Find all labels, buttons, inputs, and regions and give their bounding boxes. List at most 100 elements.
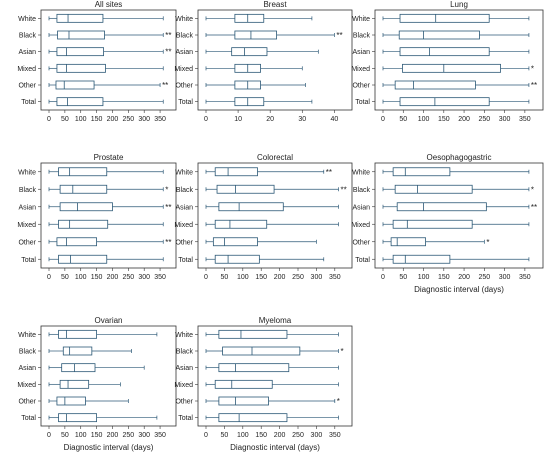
category-label: Asian — [175, 204, 193, 211]
x-tick-label: 0 — [204, 432, 208, 439]
x-tick-label: 300 — [138, 116, 150, 123]
category-label: Other — [175, 399, 193, 406]
category-label: White — [175, 332, 193, 339]
category-label: Other — [175, 83, 193, 90]
category-label: White — [352, 169, 370, 176]
category-label: White — [18, 16, 36, 23]
x-tick-label: 0 — [47, 116, 51, 123]
x-tick-label: 0 — [47, 274, 51, 281]
significance-marker: * — [165, 185, 168, 194]
box-mixed — [205, 379, 339, 389]
x-tick-label: 0 — [204, 116, 208, 123]
box-mixed — [48, 379, 121, 389]
category-label: White — [352, 16, 370, 23]
iqr-box — [59, 379, 90, 389]
box-black — [48, 346, 132, 356]
x-tick-label: 0 — [47, 432, 51, 439]
iqr-box — [394, 184, 473, 194]
iqr-box — [399, 47, 490, 57]
category-label: Asian — [18, 49, 36, 56]
x-tick-label: 300 — [499, 274, 511, 281]
x-tick-label: 50 — [61, 432, 69, 439]
significance-marker: * — [486, 238, 489, 247]
iqr-box — [234, 13, 265, 23]
iqr-box — [61, 363, 96, 373]
category-label: Total — [21, 257, 36, 264]
category-label: Mixed — [17, 66, 36, 73]
iqr-box — [234, 30, 278, 40]
box-asian — [205, 47, 319, 57]
iqr-box — [392, 254, 451, 264]
iqr-box — [392, 167, 451, 177]
box-total — [382, 97, 530, 107]
iqr-box — [390, 237, 426, 247]
box-asian: ** — [382, 202, 537, 212]
box-other: ** — [48, 80, 168, 90]
category-label: White — [18, 332, 36, 339]
x-tick-label: 150 — [438, 116, 450, 123]
iqr-box — [58, 167, 108, 177]
box-white — [382, 167, 530, 177]
iqr-box — [56, 63, 106, 73]
x-tick-label: 300 — [138, 432, 150, 439]
x-tick-label: 350 — [519, 116, 531, 123]
x-tick-label: 0 — [204, 274, 208, 281]
x-tick-label: 350 — [154, 274, 166, 281]
x-tick-label: 50 — [61, 116, 69, 123]
box-black: * — [205, 346, 344, 356]
plot-frame — [197, 9, 353, 111]
box-black: * — [48, 184, 168, 194]
x-tick-label: 250 — [122, 116, 134, 123]
iqr-box — [214, 167, 258, 177]
x-tick-label: 250 — [292, 274, 304, 281]
iqr-box — [56, 47, 104, 57]
category-label: Mixed — [351, 66, 370, 73]
iqr-box — [399, 13, 490, 23]
significance-marker: ** — [165, 203, 171, 212]
x-tick-label: 20 — [266, 116, 274, 123]
x-tick-label: 50 — [399, 116, 407, 123]
plot-frame — [197, 162, 353, 269]
iqr-box — [58, 219, 109, 229]
iqr-box — [58, 254, 108, 264]
category-label: Other — [352, 83, 370, 90]
category-label: Black — [19, 187, 37, 194]
box-total — [382, 254, 530, 264]
iqr-box — [402, 63, 501, 73]
panel-title: Ovarian — [94, 316, 122, 325]
box-black — [382, 30, 530, 40]
box-white — [382, 13, 530, 23]
iqr-box — [56, 396, 86, 406]
box-white — [48, 13, 164, 23]
x-tick-label: 350 — [154, 116, 166, 123]
x-tick-label: 0 — [381, 274, 385, 281]
box-other: ** — [48, 237, 171, 247]
box-white — [205, 329, 339, 339]
category-label: Total — [355, 257, 370, 264]
iqr-box — [212, 237, 258, 247]
significance-marker: ** — [336, 31, 342, 40]
x-tick-label: 200 — [107, 274, 119, 281]
box-black: ** — [205, 30, 343, 40]
x-tick-label: 100 — [237, 274, 249, 281]
x-tick-label: 100 — [237, 432, 249, 439]
x-axis-label: Diagnostic interval (days) — [230, 443, 320, 452]
iqr-box — [58, 329, 98, 339]
box-mixed: * — [382, 63, 534, 73]
category-label: Total — [355, 99, 370, 106]
box-asian: ** — [48, 202, 171, 212]
x-tick-label: 300 — [311, 274, 323, 281]
significance-marker: * — [531, 185, 534, 194]
category-label: Black — [353, 187, 371, 194]
x-tick-label: 200 — [458, 116, 470, 123]
box-white — [48, 329, 158, 339]
panel-title: Breast — [263, 0, 287, 9]
significance-marker: ** — [340, 185, 346, 194]
category-label: Mixed — [174, 66, 193, 73]
panel-myeloma: Myeloma White Black Asian Mixed Other Total 0 50… — [174, 316, 353, 452]
iqr-box — [62, 346, 93, 356]
category-label: White — [175, 16, 193, 23]
x-tick-label: 300 — [499, 116, 511, 123]
significance-marker: ** — [165, 238, 171, 247]
